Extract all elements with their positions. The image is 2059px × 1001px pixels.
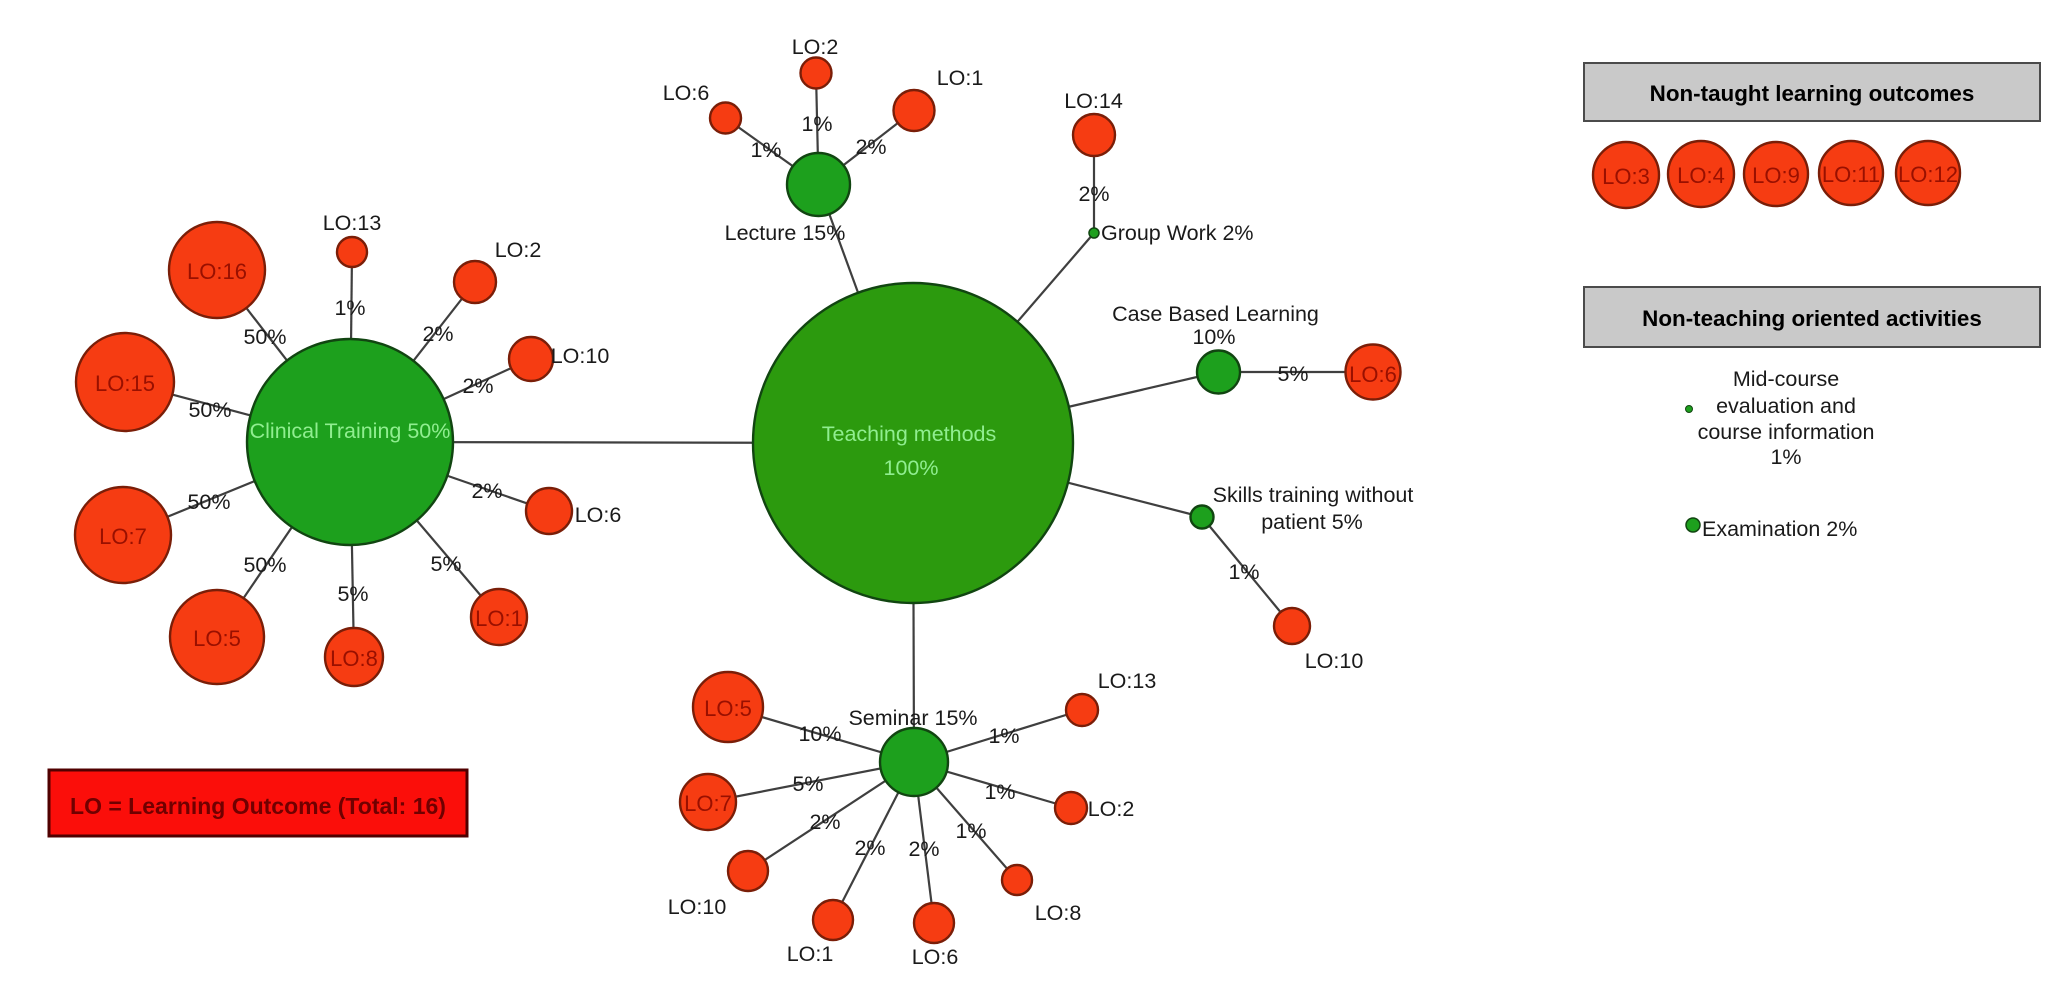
svg-text:LO:7: LO:7 [684, 791, 732, 816]
svg-text:LO:5: LO:5 [193, 626, 241, 651]
svg-text:evaluation and: evaluation and [1716, 394, 1856, 418]
svg-text:Case Based Learning: Case Based Learning [1112, 302, 1319, 326]
svg-text:LO:4: LO:4 [1677, 163, 1725, 188]
svg-text:Non-taught learning outcomes: Non-taught learning outcomes [1650, 81, 1975, 106]
svg-text:Mid-course: Mid-course [1733, 367, 1839, 391]
svg-text:LO:1: LO:1 [787, 942, 834, 966]
svg-text:2%: 2% [1078, 182, 1109, 206]
svg-text:LO:6: LO:6 [575, 503, 622, 527]
svg-text:LO:6: LO:6 [1349, 362, 1397, 387]
svg-text:Skills training without: Skills training without [1213, 483, 1414, 507]
svg-text:2%: 2% [422, 322, 453, 346]
svg-text:10%: 10% [1192, 325, 1235, 349]
svg-text:LO:8: LO:8 [330, 646, 378, 671]
svg-text:LO:13: LO:13 [1098, 669, 1157, 693]
svg-text:Group Work 2%: Group Work 2% [1101, 221, 1254, 245]
svg-text:Teaching methods: Teaching methods [822, 422, 997, 446]
svg-text:50%: 50% [243, 325, 286, 349]
svg-text:10%: 10% [798, 722, 841, 746]
svg-text:2%: 2% [471, 479, 502, 503]
svg-text:1%: 1% [984, 780, 1015, 804]
svg-text:50%: 50% [188, 398, 231, 422]
svg-text:LO:5: LO:5 [704, 696, 752, 721]
svg-text:LO:15: LO:15 [95, 371, 155, 396]
svg-text:5%: 5% [337, 582, 368, 606]
svg-text:LO:8: LO:8 [1035, 901, 1082, 925]
svg-text:LO:1: LO:1 [475, 606, 523, 631]
svg-text:50%: 50% [187, 490, 230, 514]
svg-text:LO:6: LO:6 [663, 81, 710, 105]
svg-text:LO:14: LO:14 [1064, 89, 1123, 113]
svg-text:LO:6: LO:6 [912, 945, 959, 969]
svg-text:LO:10: LO:10 [668, 895, 727, 919]
svg-text:LO:11: LO:11 [1822, 162, 1880, 187]
svg-text:1%: 1% [988, 724, 1019, 748]
svg-text:1%: 1% [1770, 445, 1801, 469]
svg-text:5%: 5% [792, 772, 823, 796]
svg-text:LO:16: LO:16 [187, 259, 247, 284]
svg-text:Examination 2%: Examination 2% [1702, 517, 1857, 541]
svg-text:LO:12: LO:12 [1898, 162, 1958, 187]
svg-text:LO:1: LO:1 [937, 66, 984, 90]
svg-text:2%: 2% [908, 837, 939, 861]
svg-text:LO:3: LO:3 [1602, 164, 1650, 189]
svg-text:1%: 1% [334, 296, 365, 320]
svg-text:LO:2: LO:2 [495, 238, 542, 262]
svg-text:5%: 5% [430, 552, 461, 576]
svg-text:2%: 2% [855, 135, 886, 159]
svg-text:LO:13: LO:13 [323, 211, 382, 235]
svg-text:1%: 1% [750, 138, 781, 162]
svg-text:Seminar 15%: Seminar 15% [848, 706, 977, 730]
svg-text:LO:10: LO:10 [1305, 649, 1364, 673]
svg-text:LO:2: LO:2 [792, 35, 839, 59]
svg-text:course information: course information [1698, 420, 1875, 444]
svg-text:1%: 1% [955, 819, 986, 843]
svg-text:2%: 2% [854, 836, 885, 860]
svg-text:LO:9: LO:9 [1752, 163, 1800, 188]
svg-text:2%: 2% [809, 810, 840, 834]
svg-text:LO:7: LO:7 [99, 524, 147, 549]
svg-text:5%: 5% [1277, 362, 1308, 386]
svg-text:patient 5%: patient 5% [1261, 510, 1363, 534]
svg-text:Clinical Training 50%: Clinical Training 50% [250, 419, 451, 443]
svg-text:LO = Learning Outcome (Total:: LO = Learning Outcome (Total: 16) [70, 793, 446, 819]
svg-text:1%: 1% [801, 112, 832, 136]
svg-text:Non-teaching oriented activiti: Non-teaching oriented activities [1642, 306, 1982, 331]
svg-text:50%: 50% [243, 553, 286, 577]
svg-text:LO:10: LO:10 [551, 344, 610, 368]
svg-text:Lecture 15%: Lecture 15% [725, 221, 846, 245]
svg-text:LO:2: LO:2 [1088, 797, 1135, 821]
svg-text:2%: 2% [462, 374, 493, 398]
svg-text:1%: 1% [1228, 560, 1259, 584]
svg-text:100%: 100% [884, 456, 939, 480]
